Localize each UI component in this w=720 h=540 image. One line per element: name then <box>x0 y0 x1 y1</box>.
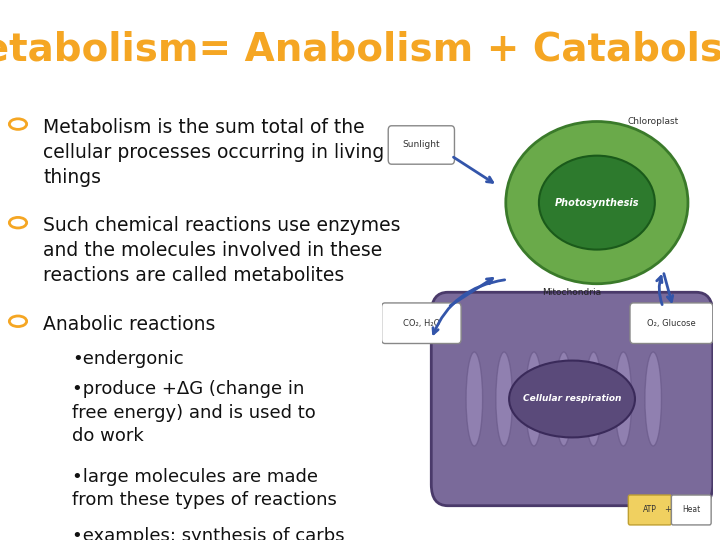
Ellipse shape <box>556 352 572 446</box>
FancyBboxPatch shape <box>431 292 713 506</box>
FancyBboxPatch shape <box>382 303 461 343</box>
Ellipse shape <box>539 156 655 249</box>
Text: •endergonic: •endergonic <box>72 350 184 368</box>
Ellipse shape <box>526 352 542 446</box>
Text: •large molecules are made
from these types of reactions: •large molecules are made from these typ… <box>72 468 337 509</box>
Ellipse shape <box>585 352 602 446</box>
Text: Cellular respiration: Cellular respiration <box>523 395 621 403</box>
Text: Mitochondria: Mitochondria <box>542 288 602 297</box>
Text: Metabolism= Anabolism + Catabolsim: Metabolism= Anabolism + Catabolsim <box>0 31 720 69</box>
Text: O₂, Glucose: O₂, Glucose <box>647 319 696 328</box>
Text: Chloroplast: Chloroplast <box>628 117 679 126</box>
Ellipse shape <box>466 352 482 446</box>
Text: Metabolism is the sum total of the
cellular processes occurring in living
things: Metabolism is the sum total of the cellu… <box>43 118 384 186</box>
Ellipse shape <box>615 352 631 446</box>
Ellipse shape <box>496 352 513 446</box>
Text: Photosynthesis: Photosynthesis <box>554 198 639 207</box>
FancyBboxPatch shape <box>388 126 454 164</box>
Text: •produce +ΔG (change in
free energy) and is used to
do work: •produce +ΔG (change in free energy) and… <box>72 380 316 446</box>
Text: +: + <box>665 505 672 515</box>
Text: ATP: ATP <box>643 505 657 515</box>
Text: Anabolic reactions: Anabolic reactions <box>43 315 215 334</box>
Text: Sunlight: Sunlight <box>402 140 440 150</box>
Text: Heat: Heat <box>682 505 701 515</box>
Text: •examples: synthesis of carbs: •examples: synthesis of carbs <box>72 527 345 540</box>
FancyBboxPatch shape <box>630 303 713 343</box>
Text: CO₂, H₂O: CO₂, H₂O <box>402 319 440 328</box>
Ellipse shape <box>509 361 635 437</box>
Ellipse shape <box>505 122 688 284</box>
Text: Such chemical reactions use enzymes
and the molecules involved in these
reaction: Such chemical reactions use enzymes and … <box>43 216 401 285</box>
FancyBboxPatch shape <box>671 495 711 525</box>
Ellipse shape <box>645 352 662 446</box>
FancyBboxPatch shape <box>629 495 671 525</box>
